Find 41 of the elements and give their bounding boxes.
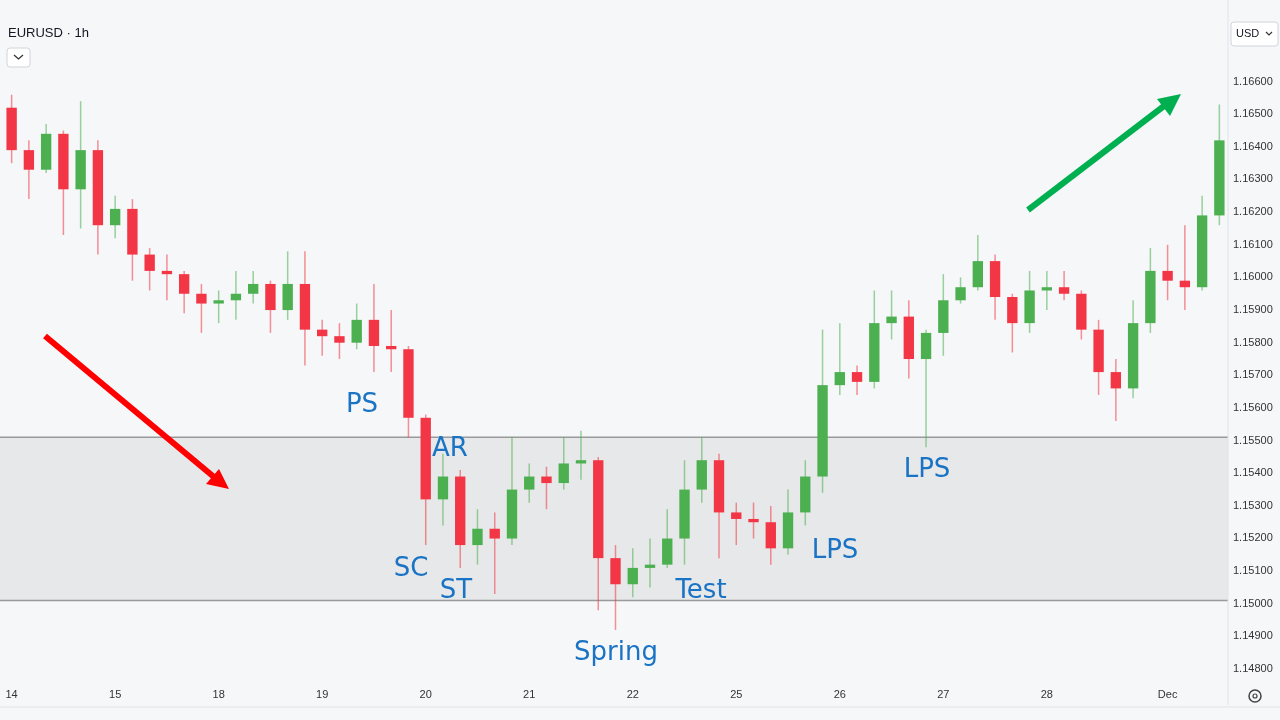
- annotation: Spring: [574, 635, 658, 666]
- y-tick-label: 1.16300: [1233, 172, 1273, 185]
- x-tick-label: 18: [212, 687, 225, 700]
- y-tick-label: 1.15000: [1233, 596, 1273, 609]
- y-tick-label: 1.15100: [1233, 564, 1273, 577]
- x-tick-label: 26: [833, 687, 846, 700]
- y-tick-label: 1.15200: [1233, 531, 1273, 544]
- x-tick-label: 21: [523, 687, 536, 700]
- y-tick-label: 1.14800: [1233, 662, 1273, 674]
- y-tick-label: 1.15700: [1233, 368, 1273, 381]
- annotation: AR: [432, 431, 468, 462]
- annotation: LPS: [811, 533, 859, 564]
- x-tick-label: 14: [5, 687, 18, 700]
- x-tick-label: 27: [937, 687, 950, 700]
- annotation: ST: [439, 573, 473, 604]
- y-tick-label: 1.15500: [1233, 433, 1273, 446]
- annotation: LPS: [903, 452, 951, 483]
- annotation: SC: [393, 551, 429, 582]
- y-tick-label: 1.15900: [1233, 302, 1273, 315]
- y-tick-label: 1.16000: [1233, 270, 1273, 283]
- x-tick-label: 15: [109, 687, 122, 700]
- x-tick-label: 22: [626, 687, 639, 700]
- x-tick-label: 19: [316, 687, 329, 700]
- y-tick-label: 1.15400: [1233, 466, 1273, 479]
- x-tick-label: 25: [730, 687, 743, 700]
- y-tick-label: 1.16600: [1233, 74, 1273, 87]
- text: EURUSD · 1h: [8, 25, 89, 41]
- y-tick-label: 1.15300: [1233, 498, 1273, 511]
- y-tick-label: 1.15800: [1233, 335, 1273, 348]
- x-tick-label: 20: [419, 687, 432, 700]
- x-tick-label: 28: [1040, 687, 1053, 700]
- x-tick-label: Dec: [1157, 687, 1178, 700]
- y-tick-label: 1.16500: [1233, 107, 1273, 120]
- y-tick-label: 1.16100: [1233, 237, 1273, 250]
- annotation: Test: [674, 573, 727, 604]
- y-tick-label: 1.16200: [1233, 205, 1273, 218]
- y-tick-label: 1.15600: [1233, 400, 1273, 413]
- y-tick-label: 1.14900: [1233, 629, 1273, 642]
- y-tick-label: 1.16400: [1233, 139, 1273, 152]
- text: USD: [1236, 26, 1260, 39]
- annotation: PS: [345, 387, 379, 418]
